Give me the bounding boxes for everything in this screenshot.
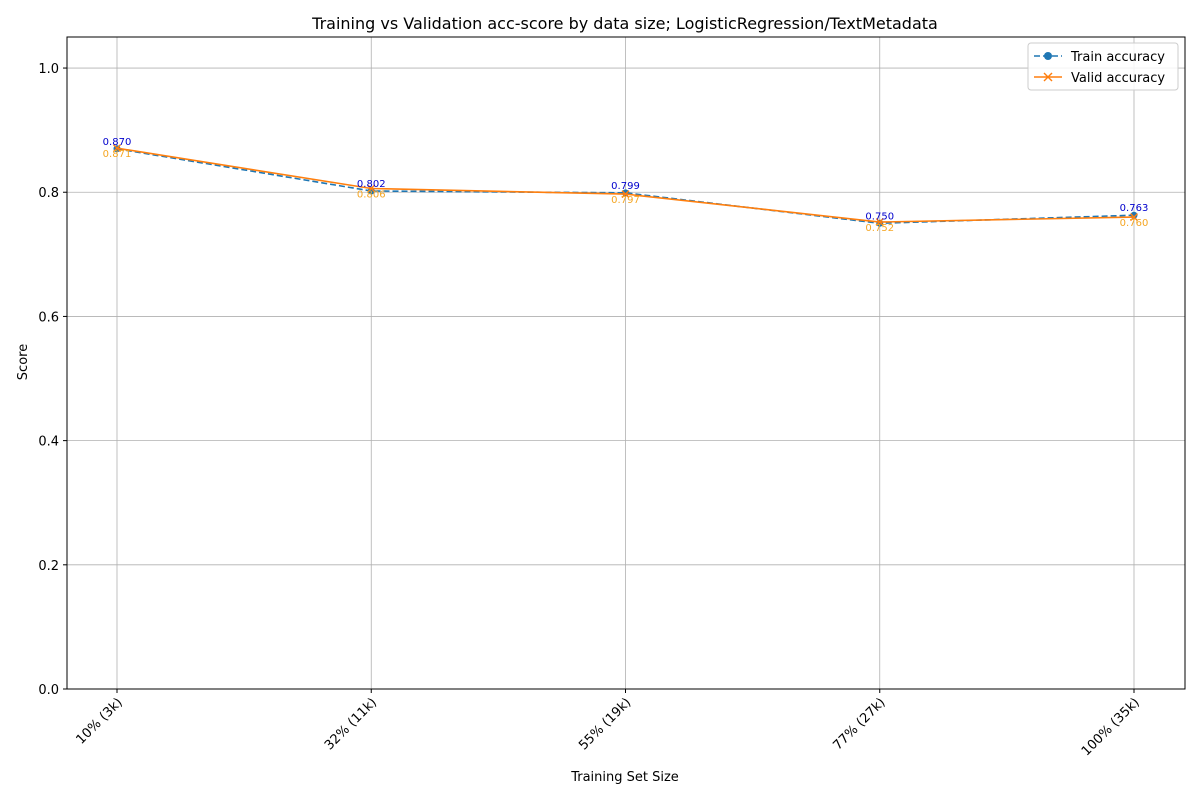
data-labels-layer: 0.870 0.802 0.799 0.750 0.763 0.871 0.806 0.797… — [103, 137, 1149, 234]
y-tick-label: 0.6 — [38, 310, 59, 325]
y-tick-label: 0.8 — [38, 186, 59, 201]
chart-title: Training vs Validation acc-score by data… — [311, 14, 938, 33]
legend-marker-train — [1044, 52, 1052, 60]
valid-point — [1130, 213, 1138, 222]
y-tick-label: 0.0 — [38, 683, 59, 698]
valid-point — [367, 184, 376, 193]
y-tick-label: 1.0 — [38, 62, 59, 77]
legend-frame — [1027, 42, 1179, 91]
train-data-label: 0.799 — [611, 181, 640, 192]
series-layer — [113, 144, 1138, 227]
valid-point-stroke — [621, 190, 630, 199]
legend-marker-stroke — [1043, 72, 1053, 82]
train-data-label: 0.802 — [357, 179, 386, 190]
valid-data-label: 0.871 — [103, 149, 132, 160]
valid-data-label: 0.760 — [1120, 218, 1149, 229]
valid-data-label: 0.797 — [611, 195, 640, 206]
valid-point-stroke — [875, 218, 884, 227]
valid-data-label: 0.752 — [865, 223, 894, 234]
valid-point — [621, 190, 630, 199]
valid-point — [113, 144, 121, 153]
valid-point-stroke — [113, 144, 121, 153]
y-tick-label: 0.2 — [38, 559, 59, 574]
valid-point-stroke — [367, 184, 376, 193]
legend: Train accuracy Valid accuracy — [1027, 42, 1179, 91]
x-axis-label: Training Set Size — [570, 770, 679, 785]
train-data-label: 0.870 — [103, 137, 132, 148]
valid-data-label: 0.806 — [357, 190, 386, 201]
legend-marker-valid — [1043, 72, 1053, 82]
train-data-label: 0.750 — [865, 211, 894, 222]
legend-label-valid: Valid accuracy — [1071, 71, 1165, 86]
valid-point — [875, 218, 884, 227]
y-tick-label: 0.4 — [38, 435, 59, 450]
series-line-train — [116, 147, 1135, 225]
legend-label-train: Train accuracy — [1070, 50, 1165, 65]
y-axis-label: Score — [16, 344, 31, 380]
valid-point-stroke — [1130, 213, 1138, 222]
train-data-label: 0.763 — [1120, 203, 1149, 214]
